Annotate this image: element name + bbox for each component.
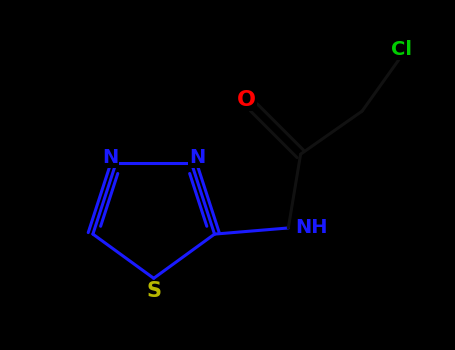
Text: Cl: Cl xyxy=(391,40,412,59)
Text: N: N xyxy=(102,148,118,167)
Text: O: O xyxy=(237,90,256,110)
Text: N: N xyxy=(189,148,206,167)
Text: S: S xyxy=(146,281,161,301)
Text: NH: NH xyxy=(296,218,328,237)
